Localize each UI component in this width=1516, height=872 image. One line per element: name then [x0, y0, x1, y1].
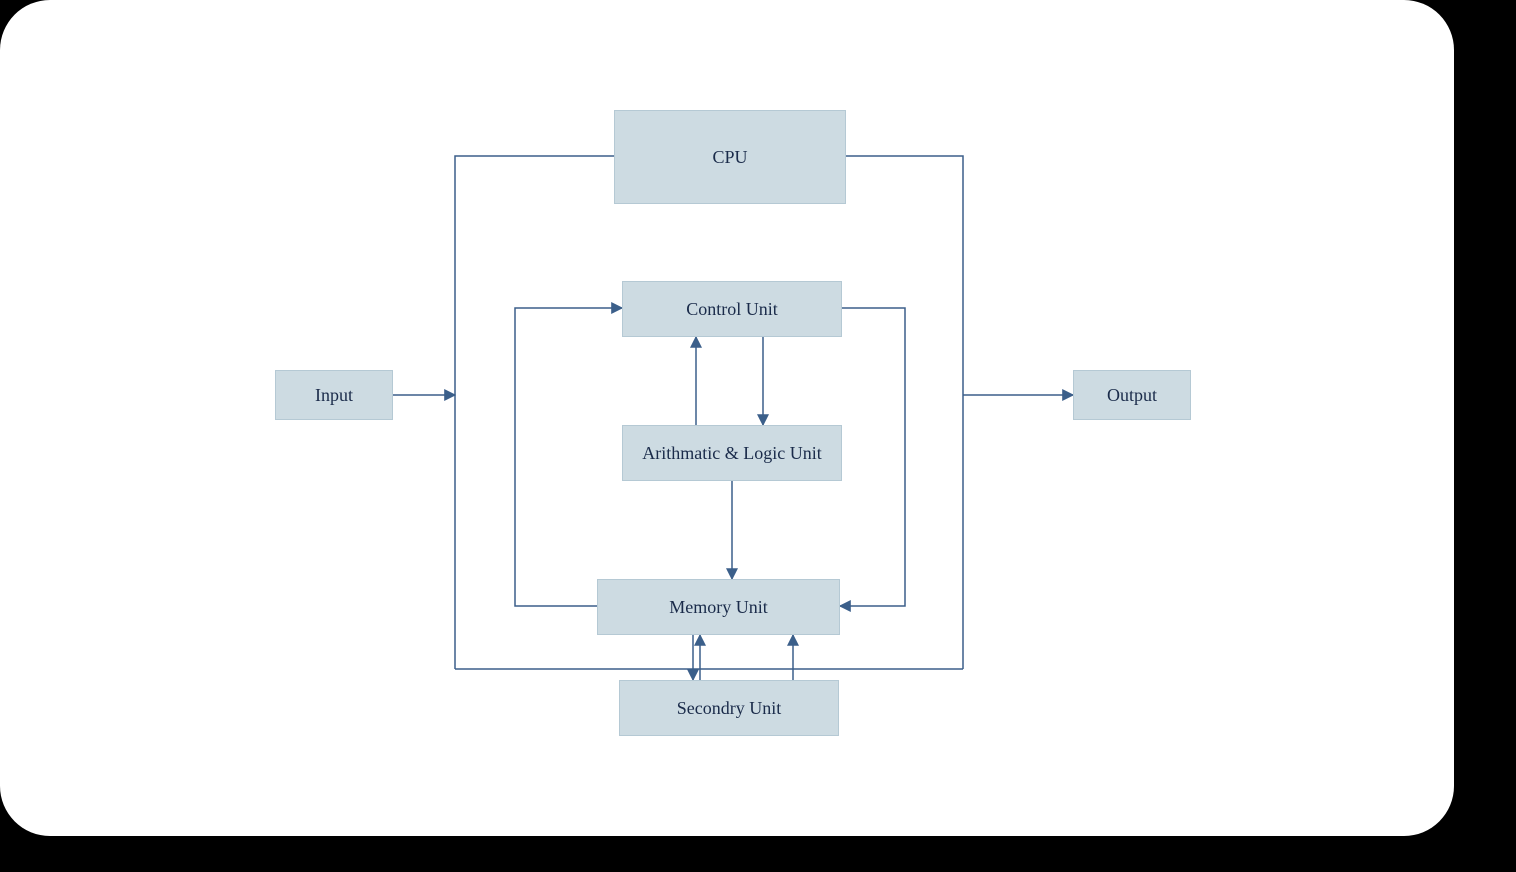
node-cpu: CPU	[614, 110, 846, 204]
node-memory-unit-label: Memory Unit	[669, 597, 768, 618]
node-secondary-unit: Secondry Unit	[619, 680, 839, 736]
edge-cpu-left-down	[455, 156, 614, 669]
node-output-label: Output	[1107, 385, 1157, 406]
node-memory-unit: Memory Unit	[597, 579, 840, 635]
edge-ctrl-to-mem-right	[840, 308, 905, 606]
diagram-canvas: CPU Input Output Control Unit Arithmatic…	[0, 0, 1454, 836]
node-output: Output	[1073, 370, 1191, 420]
node-cpu-label: CPU	[712, 147, 747, 168]
edge-cpu-right-down	[846, 156, 963, 669]
node-control-unit: Control Unit	[622, 281, 842, 337]
node-alu: Arithmatic & Logic Unit	[622, 425, 842, 481]
node-alu-label: Arithmatic & Logic Unit	[642, 443, 821, 464]
node-input-label: Input	[315, 385, 353, 406]
node-input: Input	[275, 370, 393, 420]
edge-mem-to-ctrl-left	[515, 308, 622, 606]
node-secondary-unit-label: Secondry Unit	[677, 698, 781, 719]
node-control-unit-label: Control Unit	[686, 299, 778, 320]
